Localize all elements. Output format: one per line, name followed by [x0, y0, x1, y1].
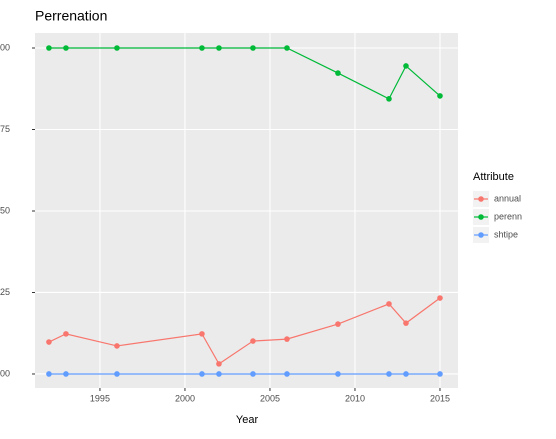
- point: [46, 339, 52, 345]
- point: [284, 336, 290, 342]
- legend-point: [478, 232, 484, 238]
- point: [63, 331, 69, 337]
- x-tick-label: 2015: [430, 393, 450, 403]
- point: [403, 371, 409, 377]
- point: [250, 371, 256, 377]
- point: [63, 371, 69, 377]
- x-tick-label: 1995: [90, 393, 110, 403]
- chart-title: Perrenation: [35, 8, 107, 24]
- point: [335, 321, 341, 327]
- point: [284, 371, 290, 377]
- point: [114, 343, 120, 349]
- point: [335, 371, 341, 377]
- point: [199, 331, 205, 337]
- point: [114, 45, 120, 51]
- point: [199, 45, 205, 51]
- point: [403, 63, 409, 69]
- point: [216, 45, 222, 51]
- legend-title: Attribute: [473, 171, 514, 183]
- point: [250, 338, 256, 344]
- point: [386, 301, 392, 307]
- point: [284, 45, 290, 51]
- point: [46, 45, 52, 51]
- point: [216, 371, 222, 377]
- x-axis-title: Year: [236, 414, 259, 426]
- point: [216, 361, 222, 367]
- point: [386, 371, 392, 377]
- legend-point: [478, 214, 484, 220]
- legend-label: annual: [494, 193, 521, 203]
- point: [403, 320, 409, 326]
- point: [437, 371, 443, 377]
- legend-point: [478, 196, 484, 202]
- point: [437, 295, 443, 301]
- point: [250, 45, 256, 51]
- point: [114, 371, 120, 377]
- point: [437, 93, 443, 99]
- y-tick-label: 0.75: [0, 124, 10, 134]
- x-tick-label: 2000: [175, 393, 195, 403]
- y-tick-label: 0.50: [0, 205, 10, 215]
- point: [386, 96, 392, 102]
- point: [46, 371, 52, 377]
- y-tick-label: 0.00: [0, 368, 10, 378]
- point: [199, 371, 205, 377]
- point: [335, 70, 341, 76]
- x-tick-label: 2010: [345, 393, 365, 403]
- y-tick-label: 1.00: [0, 42, 10, 52]
- x-tick-label: 2005: [260, 393, 280, 403]
- y-tick-label: 0.25: [0, 287, 10, 297]
- point: [63, 45, 69, 51]
- legend-label: perenn: [494, 211, 522, 221]
- legend-label: shtipe: [494, 229, 518, 239]
